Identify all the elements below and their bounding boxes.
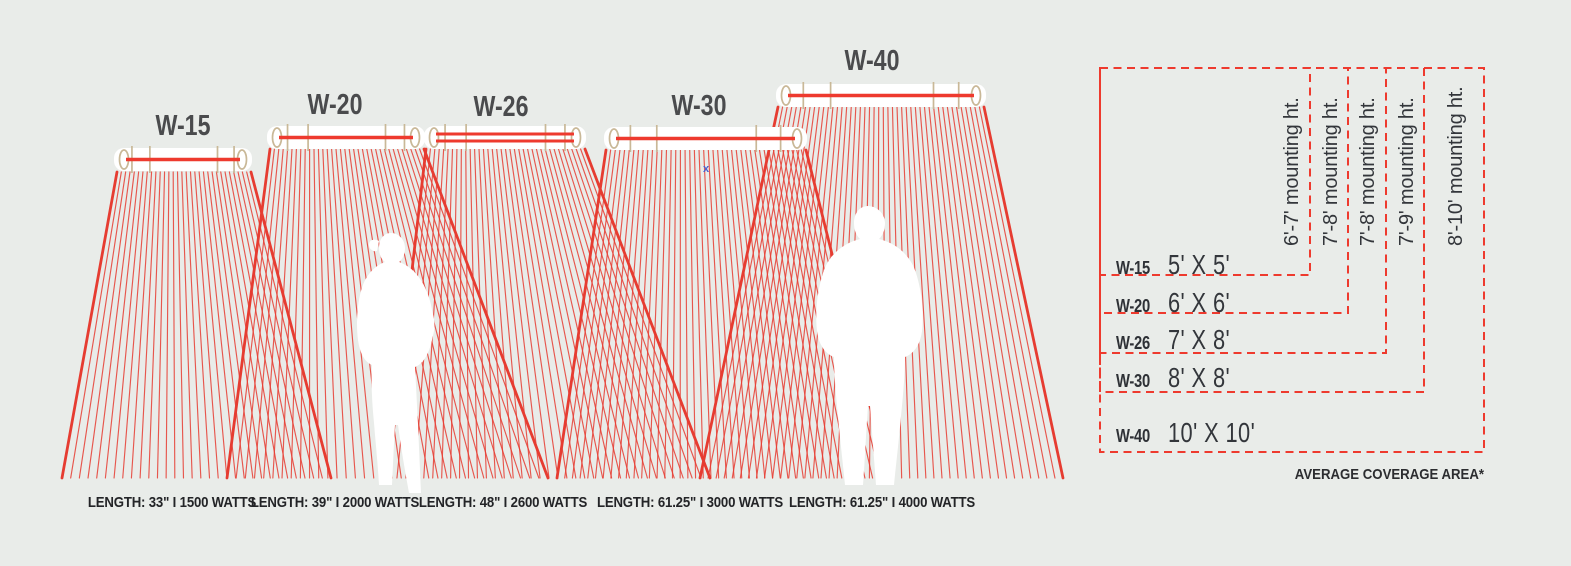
spec-label-w20: LENGTH: 39" I 2000 WATTS — [250, 494, 420, 511]
coverage-zones — [1099, 67, 1485, 453]
coverage-area-value: 8' X 8' — [1168, 362, 1231, 393]
mounting-height-label-w20: 7'-8' mounting ht. — [1320, 97, 1342, 246]
coverage-row-w15: W-15 5' X 5' — [1116, 249, 1248, 281]
heater-bar-w30 — [604, 125, 807, 152]
coverage-fan-w15 — [60, 170, 333, 480]
coverage-model-label: W-15 — [1116, 258, 1150, 278]
spec-label-w40: LENGTH: 61.25" I 4000 WATTS — [788, 494, 976, 511]
coverage-row-w40: W-40 10' X 10' — [1116, 417, 1280, 449]
mounting-height-label-w26: 7'-8' mounting ht. — [1357, 97, 1379, 246]
figure-person-small — [357, 233, 435, 493]
coverage-footnote: AVERAGE COVERAGE AREA* — [1294, 466, 1484, 483]
heater-bar-w20 — [267, 124, 425, 151]
spec-label-w26: LENGTH: 48" I 2600 WATTS — [418, 494, 588, 511]
mounting-height-label-w40: 8'-10' mounting ht. — [1445, 86, 1467, 247]
coverage-area-value: 10' X 10' — [1168, 417, 1256, 448]
heater-label-w30: W-30 — [671, 90, 727, 122]
coverage-row-w20: W-20 6' X 6' — [1116, 287, 1248, 319]
coverage-area-value: 5' X 5' — [1168, 249, 1231, 280]
coverage-fan-w26 — [386, 147, 712, 480]
coverage-model-label: W-26 — [1116, 333, 1150, 353]
heater-bar-w15 — [114, 146, 252, 173]
heater-label-w40: W-40 — [844, 45, 900, 77]
mounting-height-label-w30: 7'-9' mounting ht. — [1396, 97, 1418, 246]
heater-bar-w26 — [424, 124, 586, 151]
stray-x-marker: x — [703, 163, 710, 175]
coverage-model-label: W-40 — [1116, 426, 1150, 446]
heater-bar-w40 — [776, 82, 986, 109]
heater-label-w26: W-26 — [473, 91, 529, 123]
coverage-model-label: W-20 — [1116, 296, 1150, 316]
coverage-area-value: 7' X 8' — [1168, 324, 1231, 355]
spec-label-w30: LENGTH: 61.25" I 3000 WATTS — [596, 494, 784, 511]
figure-person-large — [816, 206, 923, 485]
coverage-zone-w40 — [1099, 67, 1485, 453]
heater-label-w15: W-15 — [155, 110, 211, 142]
coverage-row-w26: W-26 7' X 8' — [1116, 324, 1248, 356]
mounting-height-label-w15: 6'-7' mounting ht. — [1281, 97, 1303, 246]
coverage-row-w30: W-30 8' X 8' — [1116, 362, 1248, 394]
coverage-model-label: W-30 — [1116, 371, 1150, 391]
heater-label-w20: W-20 — [307, 89, 363, 121]
coverage-area-value: 6' X 6' — [1168, 287, 1231, 318]
coverage-zone-w15 — [1099, 67, 1311, 276]
spec-label-w15: LENGTH: 33" I 1500 WATTS — [87, 494, 257, 511]
